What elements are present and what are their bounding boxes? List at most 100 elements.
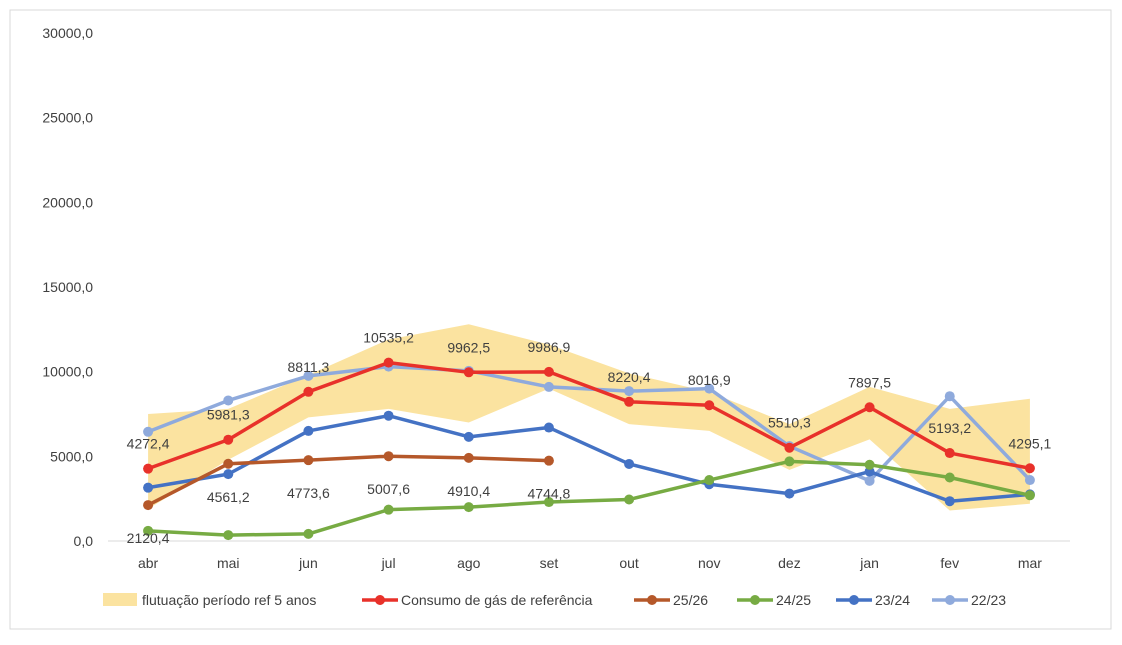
x-tick-label: nov <box>698 555 721 571</box>
data-label-reference: 9962,5 <box>447 339 490 355</box>
data-point <box>543 455 554 466</box>
legend-label: 24/25 <box>776 592 811 608</box>
series-line <box>146 459 1032 537</box>
data-point <box>463 452 474 463</box>
data-point <box>223 530 234 541</box>
legend-item: 22/23 <box>932 592 1006 608</box>
data-point <box>463 367 474 378</box>
data-point <box>463 431 474 442</box>
data-point <box>543 422 554 433</box>
data-point <box>383 451 394 462</box>
data-point <box>784 456 795 467</box>
y-tick-label: 0,0 <box>74 533 94 549</box>
y-tick-label: 20000,0 <box>42 194 93 210</box>
data-point <box>624 396 635 407</box>
x-tick-label: mai <box>217 555 240 571</box>
data-point <box>864 459 875 470</box>
legend-label: Consumo de gás de referência <box>401 592 593 608</box>
x-tick-label: jun <box>298 555 318 571</box>
data-point <box>303 370 314 381</box>
data-point <box>784 442 795 453</box>
legend-label: flutuação período ref 5 anos <box>142 592 316 608</box>
data-label-25-26: 4773,6 <box>287 485 330 501</box>
series-24-25 <box>143 456 1035 541</box>
data-point <box>143 482 154 493</box>
data-label-25-26: 2120,4 <box>127 530 170 546</box>
data-point <box>223 395 234 406</box>
series-layer <box>143 357 1035 541</box>
x-tick-label: jul <box>381 555 396 571</box>
data-label-reference: 10535,2 <box>363 330 414 346</box>
data-point <box>303 425 314 436</box>
data-point <box>303 455 314 466</box>
data-point <box>704 475 715 486</box>
legend-marker <box>375 595 385 605</box>
y-tick-label: 30000,0 <box>42 25 93 41</box>
data-point <box>704 400 715 411</box>
data-label-reference: 8811,3 <box>288 359 330 375</box>
data-point <box>944 496 955 507</box>
y-tick-label: 5000,0 <box>50 448 93 464</box>
series-line <box>146 360 1032 471</box>
data-label-reference: 5510,3 <box>768 415 811 431</box>
data-point <box>463 502 474 513</box>
series-25-26 <box>143 451 554 511</box>
data-point <box>143 426 154 437</box>
data-point <box>383 410 394 421</box>
series-line <box>146 413 1032 503</box>
x-tick-label: dez <box>778 555 801 571</box>
x-tick-label: set <box>540 555 559 571</box>
data-point <box>784 488 795 499</box>
legend: flutuação período ref 5 anos Consumo de g… <box>103 592 1006 608</box>
data-label-reference: 5193,2 <box>928 420 971 436</box>
legend-label: 25/26 <box>673 592 708 608</box>
legend-marker <box>945 595 955 605</box>
data-label-reference: 4272,4 <box>127 436 170 452</box>
data-label-reference: 9986,9 <box>528 339 571 355</box>
data-label-reference: 7897,5 <box>848 374 891 390</box>
data-label-25-26: 4910,4 <box>447 483 490 499</box>
legend-marker <box>750 595 760 605</box>
data-label-reference: 8220,4 <box>608 369 651 385</box>
x-tick-label: out <box>619 555 639 571</box>
data-point <box>383 357 394 368</box>
data-point <box>1024 490 1035 501</box>
data-point <box>1024 475 1035 486</box>
series-line <box>146 454 551 507</box>
x-tick-label: abr <box>138 555 159 571</box>
y-tick-label: 25000,0 <box>42 110 93 126</box>
data-label-25-26: 4744,8 <box>528 486 571 502</box>
data-point <box>303 386 314 397</box>
data-point <box>383 504 394 515</box>
y-tick-label: 15000,0 <box>42 279 93 295</box>
legend-swatch <box>103 593 137 606</box>
x-tick-label: mar <box>1018 555 1042 571</box>
data-point <box>624 494 635 505</box>
x-axis-labels: abr mai jun jul ago set out nov dez jan fev mar <box>138 555 1042 571</box>
y-axis-labels: 0,0 5000,0 10000,0 15000,0 20000,0 25000,0 300… <box>42 25 93 549</box>
data-point <box>864 402 875 413</box>
data-label-25-26: 4561,2 <box>207 489 250 505</box>
data-point <box>143 500 154 511</box>
data-point <box>223 434 234 445</box>
data-point <box>944 391 955 402</box>
x-tick-label: jan <box>859 555 879 571</box>
legend-item: 23/24 <box>836 592 910 608</box>
data-point <box>1024 463 1035 474</box>
legend-item: 24/25 <box>737 592 811 608</box>
data-point <box>543 497 554 508</box>
y-tick-label: 10000,0 <box>42 364 93 380</box>
data-point <box>223 458 234 469</box>
legend-item: 25/26 <box>634 592 708 608</box>
data-point <box>624 386 635 397</box>
data-point <box>944 472 955 483</box>
legend-marker <box>849 595 859 605</box>
data-point <box>624 458 635 469</box>
legend-marker <box>647 595 657 605</box>
chart-border <box>9 9 1112 630</box>
data-point <box>223 469 234 480</box>
x-tick-label: fev <box>940 555 959 571</box>
legend-label: 22/23 <box>971 592 1006 608</box>
